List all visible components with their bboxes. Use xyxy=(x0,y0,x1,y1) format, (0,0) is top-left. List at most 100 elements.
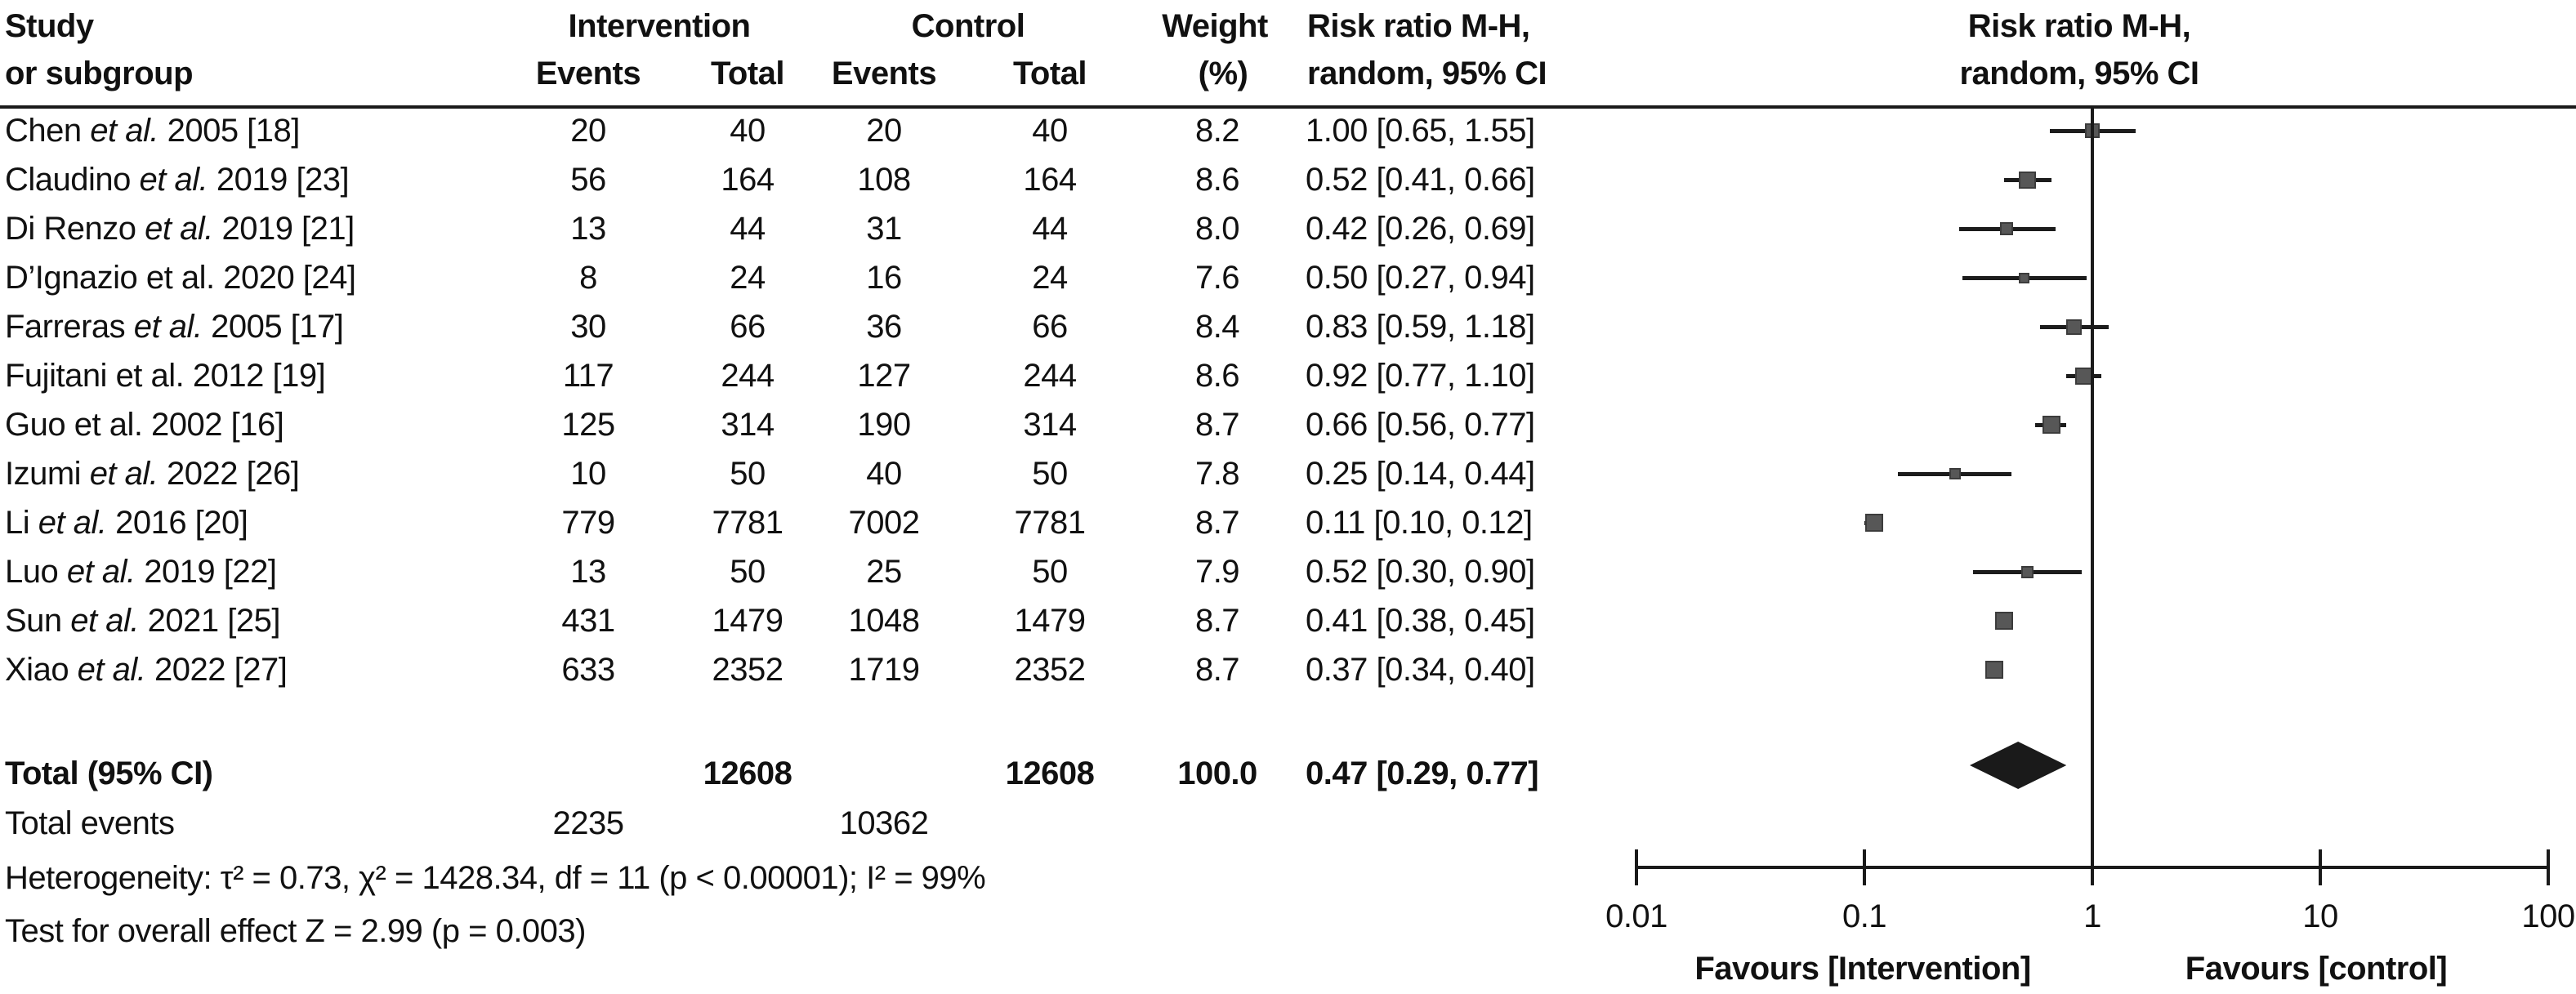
total-row-label: Total (95% CI) xyxy=(5,756,213,791)
cell-rr-ci: 0.52 [0.41, 0.66] xyxy=(1306,162,1535,198)
effect-marker xyxy=(1949,468,1961,479)
study-name: Izumi et al. 2022 [26] xyxy=(5,456,300,492)
cell-intervention-events: 117 xyxy=(562,358,614,394)
cell-intervention-events: 779 xyxy=(561,505,615,541)
cell-control-events: 25 xyxy=(866,554,902,590)
cell-weight: 7.9 xyxy=(1194,554,1240,590)
cell-intervention-events: 633 xyxy=(561,652,615,688)
cell-intervention-total: 66 xyxy=(730,309,766,345)
cell-control-events: 1048 xyxy=(848,603,920,639)
heterogeneity-text: Heterogeneity: τ² = 0.73, χ² = 1428.34, … xyxy=(5,860,986,896)
cell-weight: 8.7 xyxy=(1194,652,1240,688)
axis-tick xyxy=(2091,849,2094,885)
header-intervention: Intervention xyxy=(568,8,751,44)
cell-control-events: 108 xyxy=(857,162,911,198)
effect-marker xyxy=(1995,612,2013,630)
study-name: Chen et al. 2005 [18] xyxy=(5,113,300,149)
axis-tick-label: 0.1 xyxy=(1842,898,1887,934)
cell-weight: 8.7 xyxy=(1194,505,1240,541)
cell-control-events: 40 xyxy=(866,456,902,492)
cell-intervention-total: 244 xyxy=(721,358,775,394)
cell-intervention-events: 431 xyxy=(561,603,615,639)
favours-control-label: Favours [control] xyxy=(2185,951,2448,987)
cell-control-events: 7002 xyxy=(848,505,920,541)
header-weight-line2: (%) xyxy=(1198,56,1248,91)
cell-intervention-events: 13 xyxy=(570,554,606,590)
total-weight: 100.0 xyxy=(1177,756,1257,791)
header-rule xyxy=(0,105,2576,109)
study-name: Claudino et al. 2019 [23] xyxy=(5,162,350,198)
cell-rr-ci: 0.42 [0.26, 0.69] xyxy=(1306,211,1535,247)
effect-marker xyxy=(2042,416,2060,434)
cell-control-events: 190 xyxy=(857,407,911,443)
cell-intervention-total: 1479 xyxy=(712,603,784,639)
effect-marker xyxy=(2065,319,2082,335)
axis-tick-label: 1 xyxy=(2083,898,2101,934)
favours-intervention-label: Favours [Intervention] xyxy=(1694,951,2031,987)
cell-weight: 8.7 xyxy=(1194,407,1240,443)
overall-effect-text: Test for overall effect Z = 2.99 (p = 0.… xyxy=(5,913,587,949)
study-name: Sun et al. 2021 [25] xyxy=(5,603,280,639)
study-name: D’Ignazio et al. 2020 [24] xyxy=(5,260,356,296)
header-rr-column-line1: Risk ratio M-H, xyxy=(1307,8,1530,44)
study-name: Luo et al. 2019 [22] xyxy=(5,554,277,590)
effect-marker xyxy=(1984,661,2003,679)
header-control-total: Total xyxy=(1012,56,1087,91)
cell-intervention-events: 13 xyxy=(570,211,606,247)
no-effect-line xyxy=(2091,107,2094,867)
effect-marker xyxy=(2019,171,2037,189)
header-plot-line2: random, 95% CI xyxy=(1959,56,2199,91)
cell-weight: 7.6 xyxy=(1194,260,1240,296)
cell-control-total: 40 xyxy=(1032,113,1068,149)
cell-rr-ci: 0.25 [0.14, 0.44] xyxy=(1306,456,1535,492)
cell-intervention-total: 50 xyxy=(730,456,766,492)
cell-intervention-events: 10 xyxy=(570,456,606,492)
study-name: Farreras et al. 2005 [17] xyxy=(5,309,344,345)
study-name: Xiao et al. 2022 [27] xyxy=(5,652,288,688)
study-name: Di Renzo et al. 2019 [21] xyxy=(5,211,355,247)
cell-control-total: 244 xyxy=(1023,358,1077,394)
cell-intervention-events: 30 xyxy=(570,309,606,345)
cell-rr-ci: 0.11 [0.10, 0.12] xyxy=(1306,505,1533,541)
header-weight-line1: Weight xyxy=(1162,8,1268,44)
effect-marker xyxy=(2021,565,2034,578)
axis-tick-label: 0.01 xyxy=(1605,898,1667,934)
cell-rr-ci: 0.52 [0.30, 0.90] xyxy=(1306,554,1535,590)
cell-rr-ci: 0.92 [0.77, 1.10] xyxy=(1306,358,1535,394)
axis-tick xyxy=(1635,849,1638,885)
cell-rr-ci: 0.83 [0.59, 1.18] xyxy=(1306,309,1535,345)
total-ctrl-total: 12608 xyxy=(1005,756,1095,791)
header-study-line2: or subgroup xyxy=(5,56,194,91)
cell-rr-ci: 0.41 [0.38, 0.45] xyxy=(1306,603,1535,639)
cell-control-total: 44 xyxy=(1032,211,1068,247)
cell-intervention-events: 8 xyxy=(579,260,597,296)
effect-marker xyxy=(1999,222,2013,235)
cell-control-events: 16 xyxy=(866,260,902,296)
cell-intervention-total: 40 xyxy=(730,113,766,149)
cell-weight: 8.4 xyxy=(1194,309,1240,345)
cell-weight: 8.6 xyxy=(1194,162,1240,198)
cell-control-events: 1719 xyxy=(848,652,920,688)
cell-control-total: 2352 xyxy=(1014,652,1086,688)
cell-rr-ci: 0.66 [0.56, 0.77] xyxy=(1306,407,1535,443)
study-name: Fujitani et al. 2012 [19] xyxy=(5,358,326,394)
cell-intervention-total: 50 xyxy=(730,554,766,590)
cell-control-total: 314 xyxy=(1023,407,1077,443)
cell-intervention-total: 24 xyxy=(730,260,766,296)
cell-control-events: 20 xyxy=(866,113,902,149)
header-study-line1: Study xyxy=(5,8,94,44)
cell-control-total: 24 xyxy=(1032,260,1068,296)
axis-tick-label: 100 xyxy=(2521,898,2575,934)
cell-intervention-events: 56 xyxy=(570,162,606,198)
cell-control-events: 31 xyxy=(866,211,902,247)
cell-control-total: 1479 xyxy=(1014,603,1086,639)
cell-control-total: 164 xyxy=(1023,162,1077,198)
effect-marker xyxy=(2018,272,2029,283)
cell-control-total: 66 xyxy=(1032,309,1068,345)
cell-intervention-events: 125 xyxy=(561,407,615,443)
cell-control-events: 127 xyxy=(857,358,911,394)
cell-weight: 8.2 xyxy=(1194,113,1240,149)
total-events-intervention: 2235 xyxy=(552,805,624,841)
